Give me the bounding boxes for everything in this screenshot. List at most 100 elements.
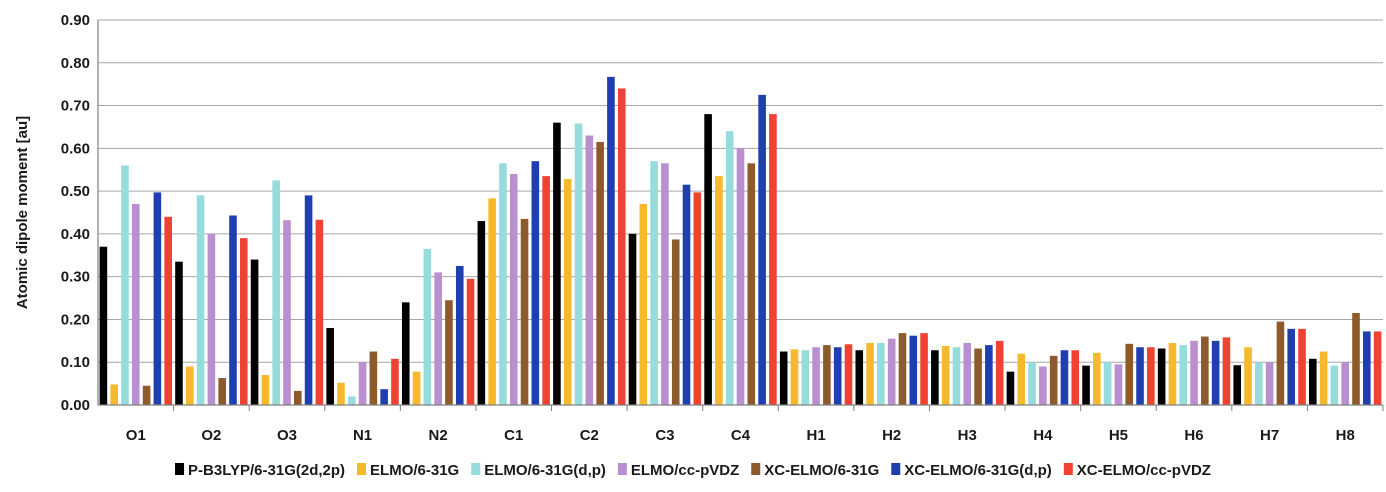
bar [239, 238, 248, 405]
bar [715, 176, 723, 405]
y-tick-label: 0.70 [61, 98, 90, 115]
bar [326, 328, 334, 405]
x-tick-label: O1 [126, 427, 146, 444]
bar [628, 233, 637, 405]
bar [1244, 347, 1252, 405]
bar [1006, 371, 1015, 405]
x-tick-label: H7 [1260, 427, 1279, 444]
bar [974, 348, 982, 405]
bar [1071, 350, 1080, 405]
x-tick-label: C1 [504, 427, 523, 444]
bar [1309, 358, 1317, 405]
legend-item: ELMO/cc-pVDZ [617, 462, 739, 479]
x-tick-label: O3 [277, 427, 297, 444]
x-tick-labels: O1 O2 O3 N1 N2 C1 C2 C3 C4 H1 H2 H3 H4 H5 H6 H7 H8 [126, 427, 1355, 444]
bar [272, 180, 280, 405]
legend: P-B3LYP/6-31G(2d,2p) ELMO/6-31G ELMO/6-31G… [175, 462, 1211, 479]
bar [445, 300, 453, 405]
legend-item: P-B3LYP/6-31G(2d,2p) [175, 462, 345, 479]
bar [1298, 328, 1306, 405]
x-tick-label: N1 [353, 427, 372, 444]
bar [790, 349, 799, 405]
bar [1222, 337, 1231, 405]
bar [866, 342, 874, 405]
bar [747, 163, 756, 405]
bar [1233, 365, 1242, 405]
bar [779, 351, 788, 405]
bar [1168, 342, 1177, 405]
bar [758, 94, 766, 405]
bar [99, 246, 108, 405]
bar [661, 163, 669, 405]
x-tick-label: N2 [429, 427, 448, 444]
bar [1330, 365, 1339, 405]
bar [1093, 352, 1101, 405]
bar [153, 192, 162, 405]
axes [97, 20, 1384, 411]
bar [499, 163, 507, 405]
bar [1125, 343, 1134, 405]
legend-swatch [471, 463, 481, 475]
bar [1060, 350, 1069, 405]
legend-swatch [1063, 463, 1073, 475]
legend-item: ELMO/6-31G [357, 462, 459, 479]
bar [563, 179, 572, 405]
x-tick-label: H4 [1033, 427, 1053, 444]
bar [1341, 362, 1350, 405]
bar [769, 114, 777, 405]
bar [466, 278, 475, 405]
bar [877, 342, 885, 405]
y-tick-label: 0.80 [61, 55, 90, 72]
bar [671, 239, 680, 405]
bar [380, 389, 388, 405]
bar [218, 378, 226, 405]
legend-label: XC-ELMO/cc-pVDZ [1077, 462, 1211, 479]
bar [121, 165, 129, 405]
bar [1157, 348, 1166, 405]
bar [131, 203, 140, 405]
bar [1287, 328, 1296, 405]
y-tick-label: 0.40 [61, 226, 90, 243]
y-tick-label: 0.60 [61, 140, 90, 157]
bar [261, 375, 270, 405]
bar [434, 272, 442, 405]
bar [1190, 340, 1198, 405]
bar [283, 220, 291, 405]
bar [250, 259, 259, 405]
y-tick-label: 0.30 [61, 269, 90, 286]
bar [207, 233, 216, 405]
bar [531, 161, 540, 405]
bar [1352, 313, 1360, 405]
legend-label: XC-ELMO/6-31G(d,p) [904, 462, 1052, 479]
x-tick-label: H5 [1109, 427, 1128, 444]
legend-label: XC-ELMO/6-31G [764, 462, 879, 479]
bar [1201, 336, 1209, 405]
bar [736, 148, 745, 406]
bar [1373, 331, 1382, 405]
bar [574, 123, 583, 406]
x-tick-label: C2 [580, 427, 599, 444]
bar [812, 347, 820, 405]
bar [304, 195, 313, 405]
bar [509, 174, 518, 405]
bar [196, 195, 205, 405]
y-axis-label: Atomic dipole moment [au] [14, 116, 31, 309]
bar [887, 338, 896, 405]
y-tick-labels: 0.00 0.10 0.20 0.30 0.40 0.50 0.60 0.70 0.80 0.90 [61, 12, 90, 414]
bar [650, 161, 658, 405]
bar [1255, 362, 1263, 405]
bar [607, 76, 615, 406]
bar [391, 358, 399, 405]
legend-label: ELMO/6-31G [370, 462, 459, 479]
bar [423, 248, 432, 405]
bar [909, 335, 918, 405]
bar [920, 333, 928, 405]
legend-item: XC-ELMO/6-31G(d,p) [891, 462, 1052, 479]
bar [455, 265, 464, 405]
x-tick-label: C3 [655, 427, 674, 444]
bar [596, 141, 604, 405]
bar [1136, 347, 1144, 405]
bar [952, 347, 961, 405]
bar [985, 345, 993, 405]
